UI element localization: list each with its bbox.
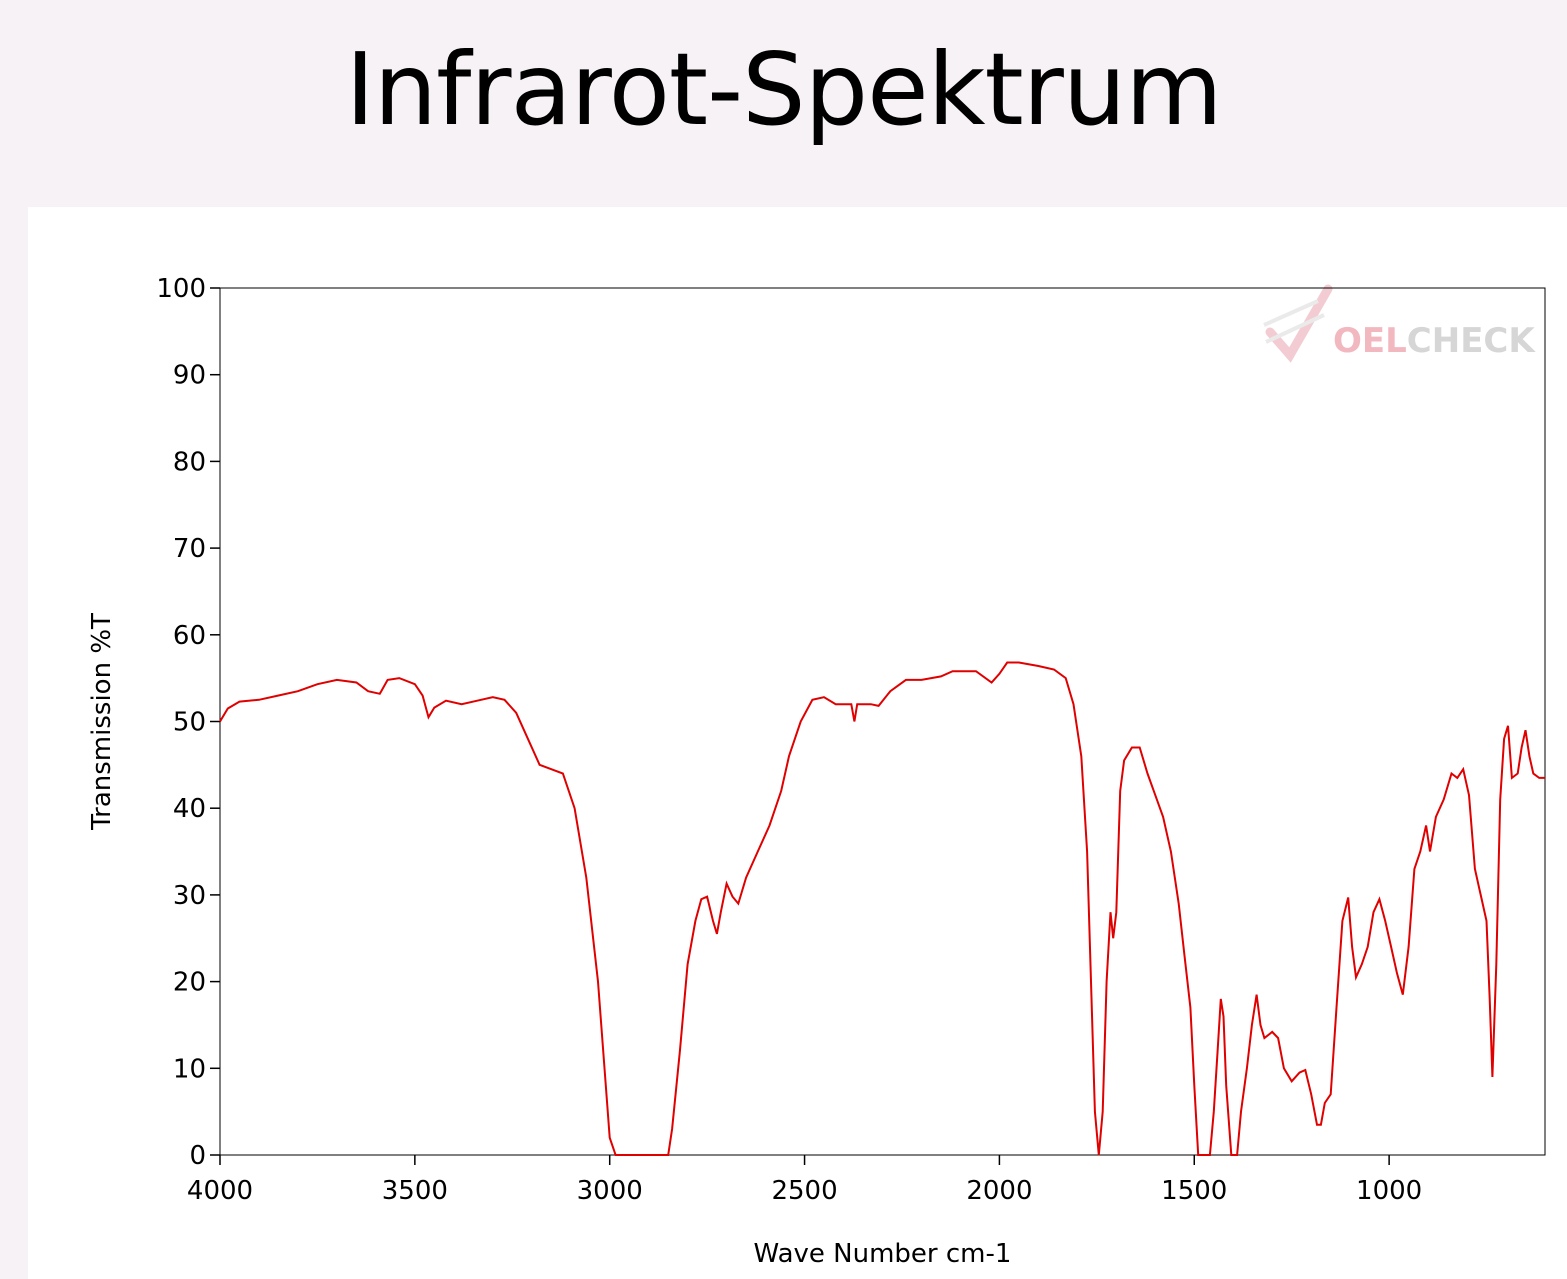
x-tick-label: 2500 [771,1176,837,1206]
y-tick-label: 80 [173,447,206,477]
watermark-text: OELCHECK [1333,321,1536,361]
x-tick-label: 1500 [1161,1176,1227,1206]
watermark-text-check: CHECK [1407,321,1537,361]
x-axis: 4000 3500 3000 2500 2000 1500 1000 [187,1155,1422,1206]
y-tick-label: 50 [173,708,206,738]
y-tick-label: 20 [173,968,206,998]
y-tick-label: 70 [173,534,206,564]
watermark-text-oel: OEL [1333,321,1407,361]
checkmark-icon [1263,284,1333,363]
y-tick-label: 0 [189,1141,206,1171]
oelcheck-logo-watermark: OELCHECK [1263,284,1536,363]
chart-panel: OELCHECK 0 10 20 30 40 50 60 70 80 90 100 4000 3500… [28,207,1567,1279]
ir-spectrum-chart: OELCHECK 0 10 20 30 40 50 60 70 80 90 100 4000 3500… [87,274,1546,1269]
y-tick-label: 90 [173,361,206,391]
slide-title: Infrarot-Spektrum [345,31,1222,148]
x-axis-title: Wave Number cm-1 [754,1239,1012,1269]
y-tick-label: 40 [173,794,206,824]
plot-area [219,287,1546,1156]
x-tick-label: 3000 [577,1176,643,1206]
y-tick-label: 60 [173,621,206,651]
y-tick-label: 100 [156,274,206,304]
x-tick-label: 4000 [187,1176,253,1206]
y-tick-label: 10 [173,1054,206,1084]
spectrum-line [219,661,1545,1156]
y-axis-title: Transmission %T [87,613,117,831]
x-tick-label: 1000 [1356,1176,1422,1206]
y-tick-label: 30 [173,881,206,911]
x-tick-label: 2000 [966,1176,1032,1206]
y-axis: 0 10 20 30 40 50 60 70 80 90 100 [156,274,220,1171]
x-tick-label: 3500 [382,1176,448,1206]
